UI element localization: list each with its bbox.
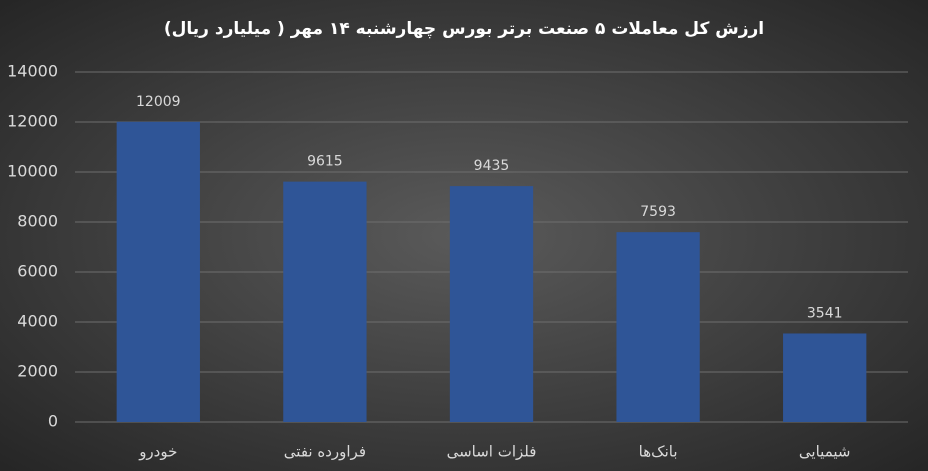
data-label: 9615 <box>307 154 343 170</box>
x-tick-label: فلزات اساسی <box>447 443 537 461</box>
x-tick-label: فراورده نفتی <box>284 443 366 461</box>
y-tick-label: 0 <box>48 412 58 431</box>
y-tick-label: 8000 <box>17 212 58 231</box>
y-tick-label: 6000 <box>17 262 58 281</box>
bar <box>616 232 700 422</box>
data-label: 9435 <box>474 158 510 174</box>
data-label: 7593 <box>640 204 676 220</box>
x-tick-label: شیمیایی <box>799 443 851 461</box>
y-tick-label: 12000 <box>7 112 58 131</box>
y-tick-label: 14000 <box>7 62 58 81</box>
x-tick-label: خودرو <box>138 443 177 461</box>
bar <box>116 121 200 423</box>
data-label: 3541 <box>807 305 843 321</box>
y-tick-label: 2000 <box>17 362 58 381</box>
bar <box>449 186 534 422</box>
x-tick-label: بانک‌ها <box>639 443 678 461</box>
bar <box>283 181 367 422</box>
y-tick-label: 10000 <box>7 162 58 181</box>
data-label: 12009 <box>136 94 181 110</box>
chart-title: ارزش کل معاملات ۵ صنعت برتر بورس چهارشنب… <box>164 19 764 39</box>
bar <box>783 333 867 422</box>
y-tick-label: 4000 <box>17 312 58 331</box>
